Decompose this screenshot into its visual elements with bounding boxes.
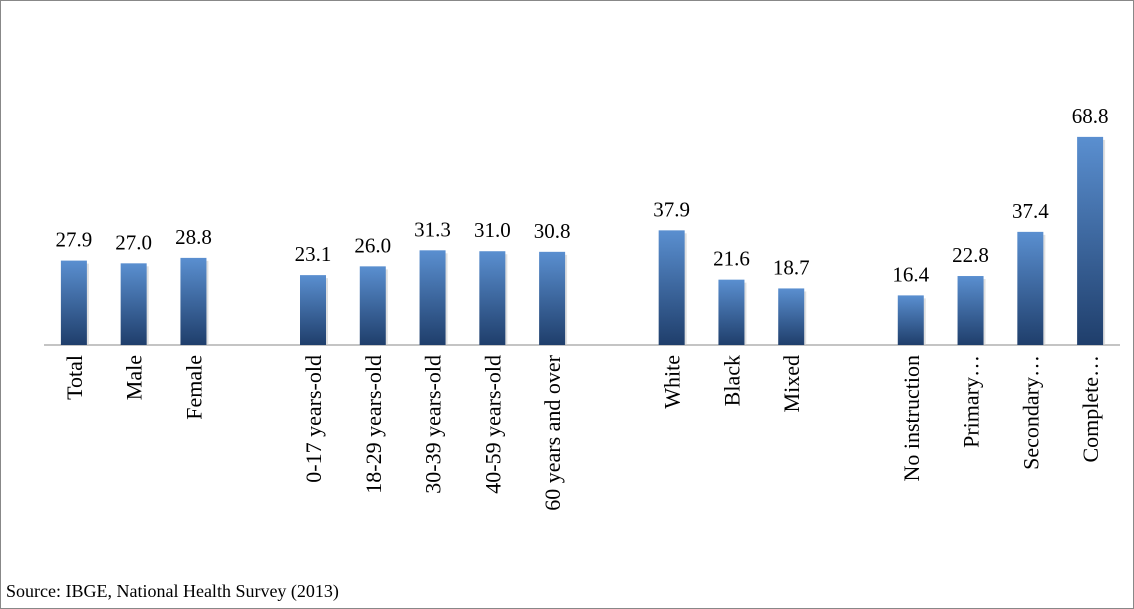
bar — [718, 279, 745, 345]
bar — [300, 275, 326, 345]
x-tick-label: 30-39 years-old — [421, 355, 446, 494]
x-tick-label: No instruction — [899, 355, 924, 482]
bar — [359, 266, 386, 345]
x-tick-label: Complete… — [1078, 355, 1103, 463]
bar — [1017, 231, 1044, 345]
value-label: 37.9 — [653, 197, 690, 221]
x-tick-label: Black — [719, 355, 744, 406]
x-tick-label: Primary… — [959, 355, 984, 448]
value-label: 26.0 — [354, 233, 391, 257]
value-label: 22.8 — [952, 243, 989, 267]
x-tick-label: Secondary… — [1018, 355, 1043, 470]
bar — [419, 250, 446, 345]
bar — [120, 263, 147, 345]
x-tick-label: 18-29 years-old — [361, 355, 386, 494]
value-label: 23.1 — [295, 242, 332, 266]
x-tick-label: 0-17 years-old — [301, 355, 326, 483]
x-tick-label: Female — [181, 355, 206, 420]
bar — [60, 260, 87, 345]
x-tick-label: 60 years and over — [540, 354, 565, 510]
x-tick-label: Male — [122, 355, 147, 400]
value-label: 27.9 — [56, 228, 93, 252]
source: Source: IBGE, National Health Survey (20… — [6, 581, 339, 602]
bar — [897, 295, 924, 345]
value-label: 21.6 — [713, 247, 750, 271]
bar — [658, 230, 685, 345]
bar — [778, 288, 805, 345]
value-label: 30.8 — [534, 219, 571, 243]
value-label: 68.8 — [1072, 104, 1109, 128]
x-tick-label: White — [660, 355, 685, 409]
bar — [180, 257, 207, 345]
value-label: 37.4 — [1012, 199, 1049, 223]
x-tick-label: Mixed — [779, 355, 804, 412]
value-label: 31.0 — [474, 218, 511, 242]
bar — [957, 276, 984, 345]
bar — [1077, 136, 1104, 345]
x-tick-label: 40-59 years-old — [480, 355, 505, 494]
bar — [479, 251, 506, 345]
value-label: 16.4 — [892, 262, 929, 286]
value-label: 18.7 — [773, 255, 810, 279]
x-tick-label: Total — [62, 355, 87, 400]
value-label: 27.0 — [115, 230, 152, 254]
bar — [539, 251, 566, 345]
value-label: 28.8 — [175, 225, 212, 249]
value-label: 31.3 — [414, 217, 451, 241]
